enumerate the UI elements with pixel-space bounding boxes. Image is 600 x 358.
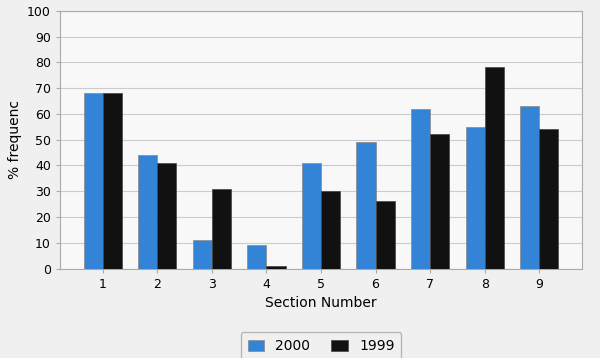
Bar <box>84 93 103 268</box>
Bar <box>138 155 157 268</box>
Bar <box>103 93 122 268</box>
Bar <box>430 135 449 268</box>
Bar <box>411 109 430 268</box>
Bar <box>356 142 376 268</box>
Bar <box>247 245 266 268</box>
Bar <box>302 163 321 268</box>
Bar <box>520 106 539 268</box>
Legend: 2000, 1999: 2000, 1999 <box>241 332 401 358</box>
X-axis label: Section Number: Section Number <box>265 296 377 310</box>
Y-axis label: % frequenc: % frequenc <box>8 100 22 179</box>
Bar <box>266 266 286 268</box>
Bar <box>485 67 504 268</box>
Bar <box>466 127 485 268</box>
Bar <box>376 202 395 268</box>
Bar <box>539 129 558 268</box>
Bar <box>193 240 212 268</box>
Bar <box>212 189 231 268</box>
Bar <box>321 191 340 268</box>
Bar <box>157 163 176 268</box>
